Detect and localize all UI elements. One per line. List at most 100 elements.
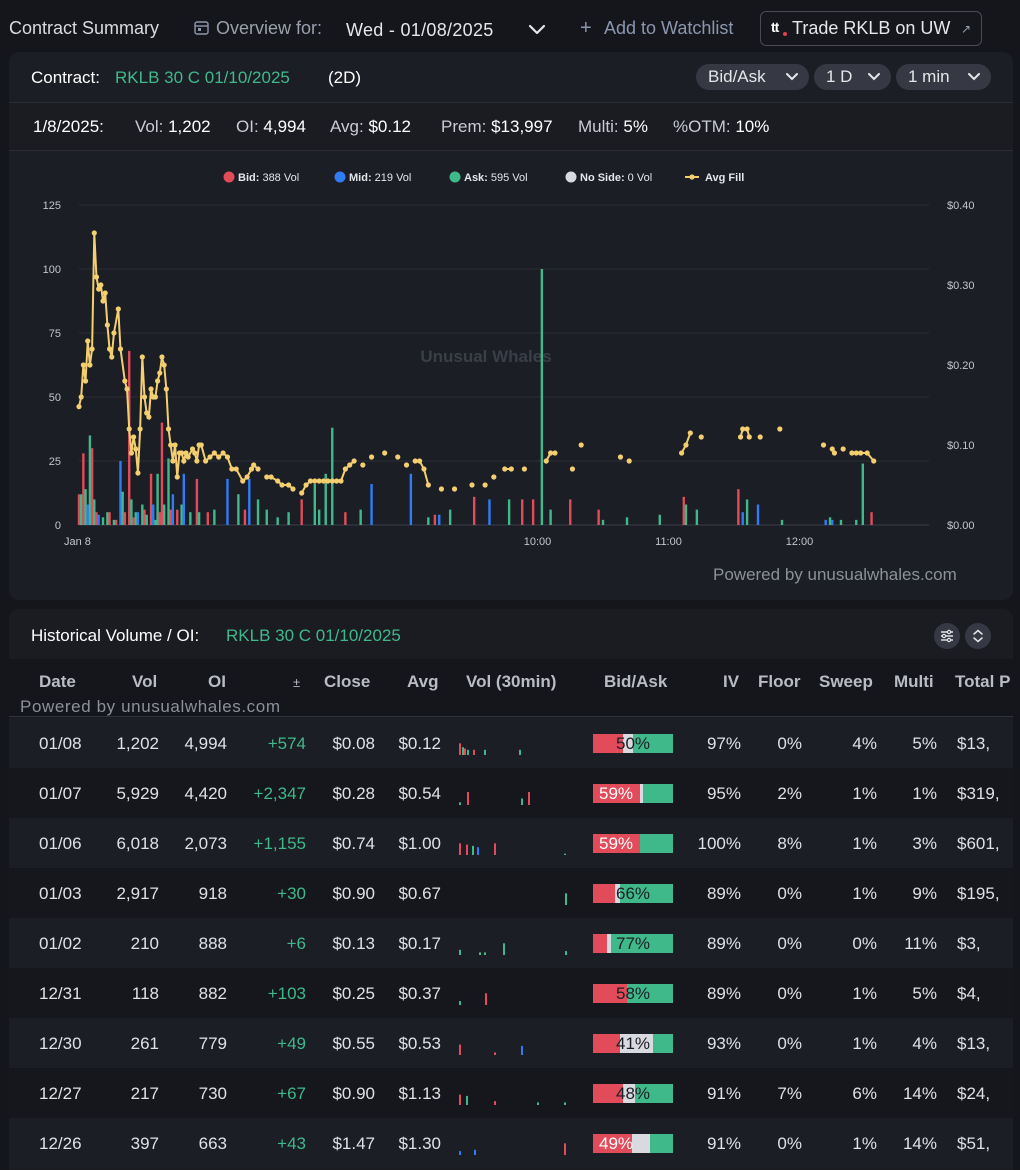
volume-bar	[324, 473, 327, 525]
range-dropdown[interactable]: 1 D	[814, 64, 891, 90]
table-row[interactable]: 12/30 261 779 +49 $0.55 $0.53 93% 0% 1% 4% $13, 41%	[9, 1018, 1013, 1068]
avg-fill-point	[100, 298, 106, 304]
volume-bar	[824, 519, 827, 525]
sparkline-bar	[459, 949, 461, 955]
volume-bar	[658, 514, 661, 525]
volume-bar	[106, 512, 109, 525]
avg-fill-point	[831, 450, 838, 456]
avg-fill-point	[853, 450, 859, 456]
y-left-tick-label: 125	[43, 200, 61, 212]
col-close[interactable]: Close	[324, 672, 371, 691]
mid-segment	[622, 734, 633, 753]
table-row[interactable]: 12/31 118 882 +103 $0.25 $0.37 89% 0% 1% 5% $4, 58%	[9, 968, 1013, 1018]
volume-bar	[97, 514, 100, 525]
table-row[interactable]: 12/26 397 663 +43 $1.47 $1.30 91% 0% 1% 14% $51, 49…	[9, 1118, 1013, 1168]
date-picker[interactable]: Wed - 01/08/2025	[346, 20, 494, 40]
avg-fill-point	[85, 338, 91, 344]
table-settings-button[interactable]	[934, 623, 960, 649]
table-row[interactable]: 12/27 217 730 +67 $0.90 $1.13 91% 7% 6% 14% $24, 48…	[9, 1068, 1013, 1118]
col-avg[interactable]: Avg	[407, 672, 439, 691]
avg-fill-point	[122, 378, 128, 384]
col-sweep[interactable]: Sweep	[819, 672, 873, 691]
expand-collapse-button[interactable]	[965, 623, 991, 649]
volume-bar	[130, 499, 133, 525]
trade-on-uw-button[interactable]: tt Trade RKLB on UW ↗	[760, 11, 982, 46]
sparkline-bar	[503, 943, 505, 955]
historical-title: Historical Volume / OI:	[31, 626, 200, 645]
chevron-down-icon	[786, 73, 798, 81]
stat-volume: Vol: 1,202	[135, 117, 211, 136]
cell-oi: 918	[198, 884, 227, 903]
interval-dropdown[interactable]: 1 min	[896, 64, 991, 90]
table-row[interactable]: 01/08 1,202 4,994 +574 $0.08 $0.12 97% 0% 4% 5% $1…	[9, 718, 1013, 768]
cell-close: $1.47	[332, 1134, 375, 1153]
col-total-premium[interactable]: Total P	[955, 672, 1011, 691]
avg-fill-point	[421, 466, 427, 472]
ask-segment	[649, 1134, 673, 1153]
calendar-icon[interactable]	[194, 20, 209, 35]
side-dropdown[interactable]: Bid/Ask	[696, 64, 809, 90]
cell-multi: 14%	[902, 1134, 937, 1153]
volume-bar	[438, 514, 441, 525]
table-row[interactable]: 01/06 6,018 2,073 +1,155 $0.74 $1.00 100% 8% 1% 3…	[9, 818, 1013, 868]
side-dropdown-label: Bid/Ask	[708, 67, 766, 86]
col-vol-30min[interactable]: Vol (30min)	[466, 672, 557, 691]
legend-entry: Avg Fill	[705, 172, 744, 184]
col-vol[interactable]: Vol	[132, 672, 158, 691]
avg-fill-point	[159, 354, 165, 360]
avg-fill-point	[137, 426, 143, 432]
col-oi[interactable]: OI	[208, 672, 226, 691]
col-bid-ask[interactable]: Bid/Ask	[604, 672, 668, 691]
avg-fill-point	[403, 462, 410, 468]
avg-fill-point	[124, 386, 130, 392]
cell-iv: 93%	[706, 1034, 741, 1053]
volume-bar	[141, 504, 144, 525]
cell-multi: 11%	[904, 934, 937, 953]
chevron-down-icon[interactable]	[528, 22, 546, 38]
volume-bar	[737, 489, 740, 525]
volume-bar	[684, 504, 688, 525]
avg-fill-point	[117, 346, 124, 352]
cell-avg: $0.67	[398, 884, 441, 903]
avg-fill-line	[415, 460, 430, 486]
interval-dropdown-label: 1 min	[908, 67, 950, 86]
cell-total-premium: $13,	[957, 734, 991, 753]
sparkline-bar	[521, 798, 523, 805]
avg-fill-point	[548, 450, 554, 456]
bid-segment	[593, 734, 623, 753]
ask-segment	[620, 884, 673, 903]
table-row[interactable]: 01/07 5,929 4,420 +2,347 $0.28 $0.54 95% 2% 1% 1%…	[9, 768, 1013, 818]
avg-fill-point	[334, 478, 340, 484]
stat-open-interest: OI: 4,994	[236, 117, 306, 136]
col-floor[interactable]: Floor	[758, 672, 801, 691]
volume-bar	[344, 512, 347, 525]
legend-avg-fill-marker	[689, 174, 695, 180]
sparkline-bar	[479, 952, 481, 955]
table-row[interactable]: 01/02 210 888 +6 $0.13 $0.17 89% 0% 0% 11% $3, 77%	[9, 918, 1013, 968]
avg-fill-point	[578, 442, 584, 448]
stat-premium: Prem: $13,997	[441, 117, 553, 136]
col-oi-change[interactable]: ±	[293, 675, 301, 690]
add-to-watchlist-button[interactable]: Add to Watchlist	[604, 18, 734, 38]
volume-chart[interactable]: 125 100 75 50 25 0 $0.40 $0.30 $0.20 $0.10 $0.00 Ja…	[9, 152, 1013, 552]
sparkline-bar	[472, 845, 474, 855]
contract-panel: Contract: RKLB 30 C 01/10/2025 (2D) Bid/…	[9, 52, 1013, 600]
cell-multi: 9%	[912, 884, 937, 903]
col-iv[interactable]: IV	[723, 672, 740, 691]
table-row[interactable]: 01/03 2,917 918 +30 $0.90 $0.67 89% 0% 1% 9% $195,…	[9, 868, 1013, 918]
volume-bar	[597, 509, 600, 525]
volume-bar	[828, 517, 832, 525]
avg-fill-point	[325, 478, 331, 484]
cell-avg: $0.54	[398, 784, 441, 803]
top-bar: Contract Summary Overview for: Wed - 01/…	[0, 0, 1020, 56]
avg-fill-point	[240, 478, 246, 484]
volume-bar	[112, 519, 116, 525]
chart-attribution[interactable]: Powered by unusualwhales.com	[713, 565, 957, 584]
col-date[interactable]: Date	[39, 672, 76, 691]
sparkline-bar	[462, 747, 464, 755]
col-multi[interactable]: Multi	[894, 672, 934, 691]
volume-bar	[154, 519, 157, 525]
volume-bar	[158, 512, 161, 525]
plus-icon[interactable]: +	[580, 17, 592, 39]
range-dropdown-label: 1 D	[826, 67, 853, 86]
